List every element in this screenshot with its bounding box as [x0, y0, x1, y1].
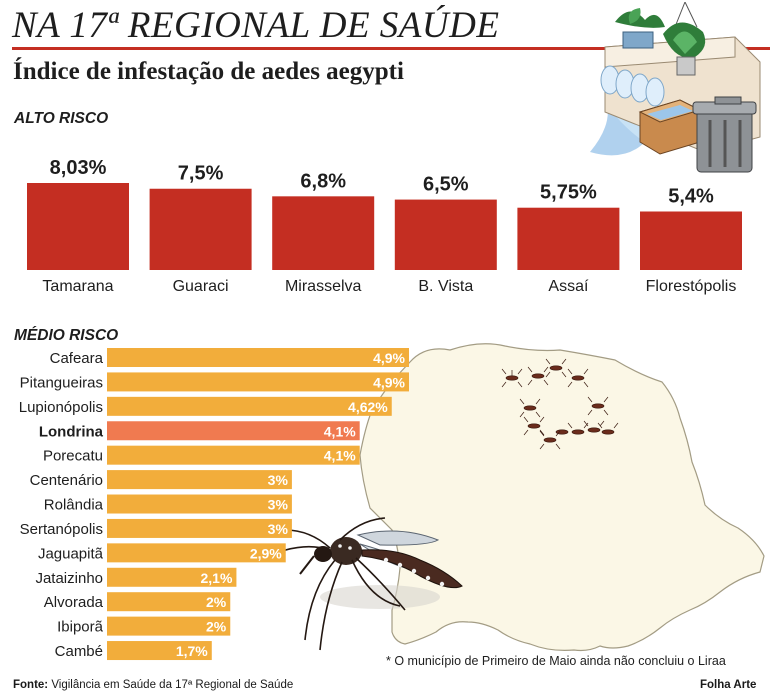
credit: Folha Arte: [700, 679, 757, 691]
category-label: Mirasselva: [285, 278, 362, 295]
source-label: Fonte:: [13, 679, 49, 691]
bar-value-label: 3%: [268, 521, 289, 537]
bar-value-label: 2%: [206, 619, 227, 635]
category-label: Porecatu: [43, 448, 103, 465]
bar-lupion-polis: [107, 396, 392, 416]
bar-value-label: 3%: [268, 472, 289, 488]
page-subtitle: Índice de infestação de aedes aegypti: [13, 58, 404, 85]
bar-cafeara: [107, 348, 409, 367]
bar-alvorada: [107, 592, 231, 612]
category-label: Assaí: [548, 278, 589, 295]
title-divider: [12, 47, 770, 50]
bar-londrina: [107, 421, 360, 441]
bar-jataizinho: [107, 567, 237, 587]
bar-value-label: 4,9%: [373, 374, 405, 390]
footnote: * O município de Primeiro de Maio ainda …: [386, 654, 726, 668]
category-label: Alvorada: [44, 594, 104, 611]
category-label: Florestópolis: [646, 278, 737, 295]
category-label: Lupionópolis: [19, 399, 103, 416]
bar-camb-: [107, 641, 212, 661]
medium-risk-section-title: MÉDIO RISCO: [14, 327, 119, 344]
bar-value-label: 4,9%: [373, 350, 405, 366]
bar-value-label: 4,62%: [348, 399, 388, 415]
category-label: B. Vista: [418, 278, 473, 295]
bar-porecatu: [107, 445, 360, 465]
category-label: Jaguapitã: [38, 545, 104, 562]
bar-value-label: 5,75%: [540, 182, 597, 204]
bar-rol-ndia: [107, 494, 292, 514]
source-note: Fonte: Vigilância em Saúde da 17ª Region…: [13, 679, 293, 691]
category-label: Sertanópolis: [20, 521, 103, 538]
bar-value-label: 8,03%: [50, 157, 107, 179]
high-risk-chart: 8,03% Tamarana 7,5% Guaraci 6,8% Mirasselva 6,…: [27, 157, 742, 295]
bar-value-label: 4,1%: [324, 423, 356, 439]
bar-jaguapit-: [107, 543, 286, 563]
bar-value-label: 7,5%: [178, 163, 224, 185]
bar-value-label: 5,4%: [668, 185, 714, 207]
bar-mirasselva: [272, 196, 375, 270]
category-label: Centenário: [30, 472, 103, 489]
category-label: Pitangueiras: [20, 374, 103, 391]
category-label: Londrina: [39, 423, 104, 440]
bar-value-label: 6,8%: [300, 170, 346, 192]
bar-value-label: 4,1%: [324, 448, 356, 464]
category-label: Rolândia: [44, 497, 104, 514]
category-label: Cambé: [55, 643, 103, 660]
source-text: Vigilância em Saúde da 17ª Regional de S…: [51, 679, 294, 691]
category-label: Jataizinho: [35, 570, 103, 587]
bar-centen-rio: [107, 470, 292, 490]
bar-value-label: 2%: [206, 594, 227, 610]
category-label: Ibiporã: [57, 619, 104, 636]
bar-value-label: 3%: [268, 497, 289, 513]
bar-value-label: 1,7%: [176, 643, 208, 659]
bar-value-label: 6,5%: [423, 174, 469, 196]
bar-florest-polis: [640, 211, 742, 270]
page-title: NA 17ª REGIONAL DE SAÚDE: [12, 5, 500, 46]
bar-assa-: [517, 207, 620, 270]
bar-guaraci: [149, 188, 252, 270]
category-label: Guaraci: [173, 278, 229, 295]
bar-sertan-polis: [107, 518, 292, 538]
bar-b-vista: [394, 199, 497, 270]
breeding-sites-illustration: [590, 2, 761, 173]
bar-pitangueiras: [107, 372, 409, 392]
bar-value-label: 2,1%: [201, 570, 233, 586]
bar-tamarana: [27, 183, 129, 270]
category-label: Tamarana: [42, 278, 113, 295]
high-risk-section-title: ALTO RISCO: [14, 110, 109, 127]
category-label: Cafeara: [50, 350, 104, 367]
bar-value-label: 2,9%: [250, 545, 282, 561]
bar-ibipor-: [107, 616, 231, 636]
